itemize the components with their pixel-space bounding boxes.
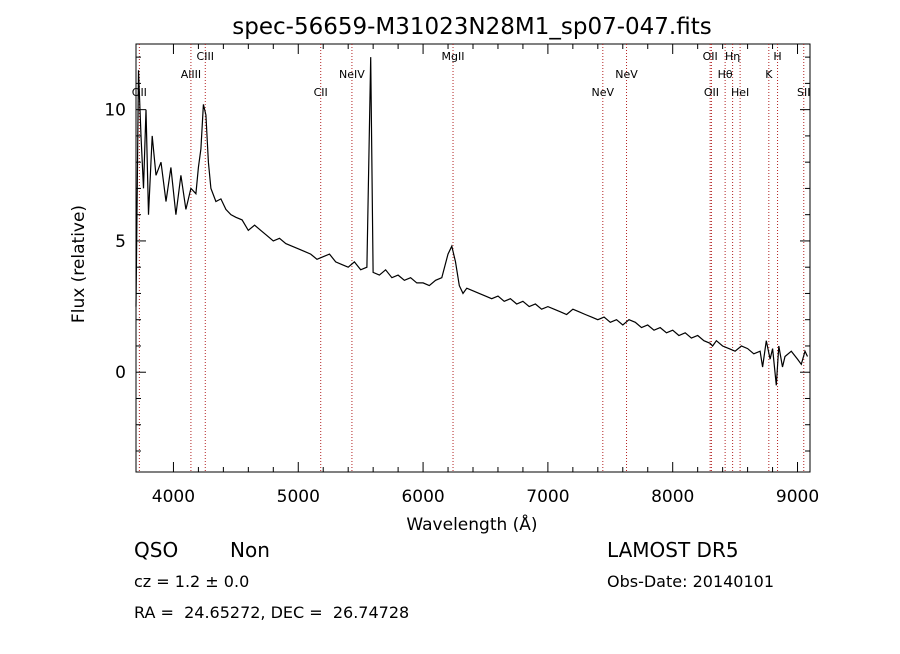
y-tick-label: 5 xyxy=(115,232,126,252)
coordinates-readout: RA = 24.65272, DEC = 26.74728 xyxy=(134,603,410,622)
object-subclass: Non xyxy=(230,538,270,562)
line-marker-label: HeI xyxy=(731,86,749,99)
line-marker-label: NeV xyxy=(592,86,615,99)
object-class: QSO xyxy=(134,538,179,562)
x-tick-label: 5000 xyxy=(277,487,320,507)
line-marker-label: Hη xyxy=(725,50,740,63)
x-tick-label: 4000 xyxy=(152,487,195,507)
redshift-readout: cz = 1.2 ± 0.0 xyxy=(134,572,250,591)
y-tick-label: 10 xyxy=(104,101,126,121)
y-tick-label: 0 xyxy=(115,363,126,383)
chart-title: spec-56659-M31023N28M1_sp07-047.fits xyxy=(232,14,711,40)
line-marker-label: MgII xyxy=(442,50,465,63)
line-markers: OIIAlIIICIIICIINeIVMgIINeVNeVOIIOIIHηHθH… xyxy=(132,44,811,472)
data-release: LAMOST DR5 xyxy=(607,538,739,562)
line-marker-label: CII xyxy=(314,86,328,99)
x-tick-label: 8000 xyxy=(651,487,694,507)
line-marker-label: OII xyxy=(704,86,719,99)
line-marker-label: OII xyxy=(703,50,718,63)
x-tick-label: 7000 xyxy=(526,487,569,507)
x-axis-label: Wavelength (Å) xyxy=(406,513,537,535)
line-marker-label: H xyxy=(773,50,781,63)
line-marker-label: SII xyxy=(797,86,810,99)
line-marker-label: K xyxy=(765,68,773,81)
plot-frame xyxy=(135,43,811,473)
y-axis-label: Flux (relative) xyxy=(69,205,89,323)
line-marker-label: NeV xyxy=(615,68,638,81)
line-marker-label: NeIV xyxy=(339,68,365,81)
observation-date: Obs-Date: 20140101 xyxy=(607,572,775,591)
axis-ticks: 4000 5000 6000 7000 8000 9000 0 5 10 xyxy=(104,44,819,507)
x-tick-label: 9000 xyxy=(776,487,819,507)
x-tick-label: 6000 xyxy=(401,487,444,507)
line-marker-label: AlIII xyxy=(181,68,201,81)
line-marker-label: Hθ xyxy=(718,68,733,81)
spectrum-line xyxy=(135,57,809,386)
data-layer xyxy=(135,57,809,386)
line-marker-label: CIII xyxy=(197,50,214,63)
